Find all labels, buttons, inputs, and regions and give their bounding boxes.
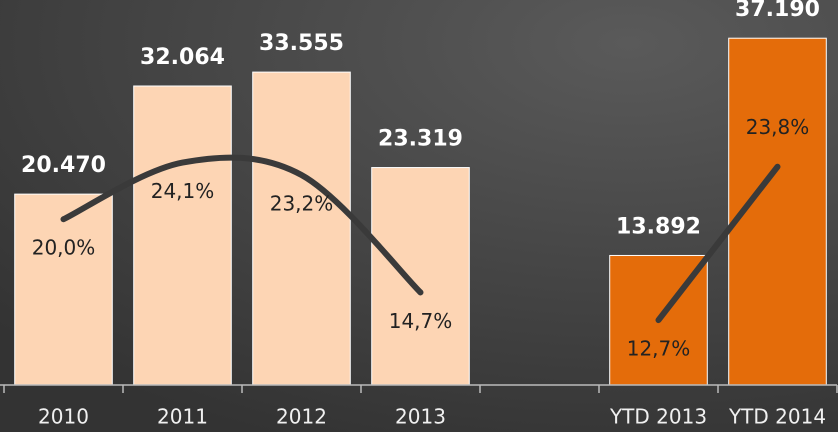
bar bbox=[371, 167, 470, 386]
line-value-label: 20,0% bbox=[32, 236, 96, 260]
bar-value-label: 13.892 bbox=[616, 214, 701, 239]
line-value-label: 12,7% bbox=[627, 337, 691, 361]
bar-value-label: 23.319 bbox=[378, 127, 463, 152]
bar-value-label: 33.555 bbox=[259, 31, 344, 56]
line bbox=[60, 154, 424, 296]
line-value-label: 24,1% bbox=[151, 179, 215, 203]
line-value-label: 23,8% bbox=[746, 115, 810, 139]
line-value-label: 23,2% bbox=[270, 192, 334, 216]
x-tick-label: YTD 2014 bbox=[728, 405, 826, 429]
bar bbox=[14, 193, 113, 386]
bar-value-label: 20.470 bbox=[21, 153, 106, 178]
bar bbox=[252, 71, 351, 386]
x-tick-label: 2010 bbox=[38, 405, 89, 429]
line bbox=[655, 163, 781, 324]
bar-value-label: 32.064 bbox=[140, 45, 225, 70]
x-tick-label: YTD 2013 bbox=[609, 405, 707, 429]
bar-value-label: 37.190 bbox=[735, 0, 820, 22]
x-tick-label: 2012 bbox=[276, 405, 327, 429]
x-tick-label: 2011 bbox=[157, 405, 208, 429]
line-value-label: 14,7% bbox=[389, 309, 453, 333]
x-tick-label: 2013 bbox=[395, 405, 446, 429]
bar bbox=[133, 85, 232, 386]
